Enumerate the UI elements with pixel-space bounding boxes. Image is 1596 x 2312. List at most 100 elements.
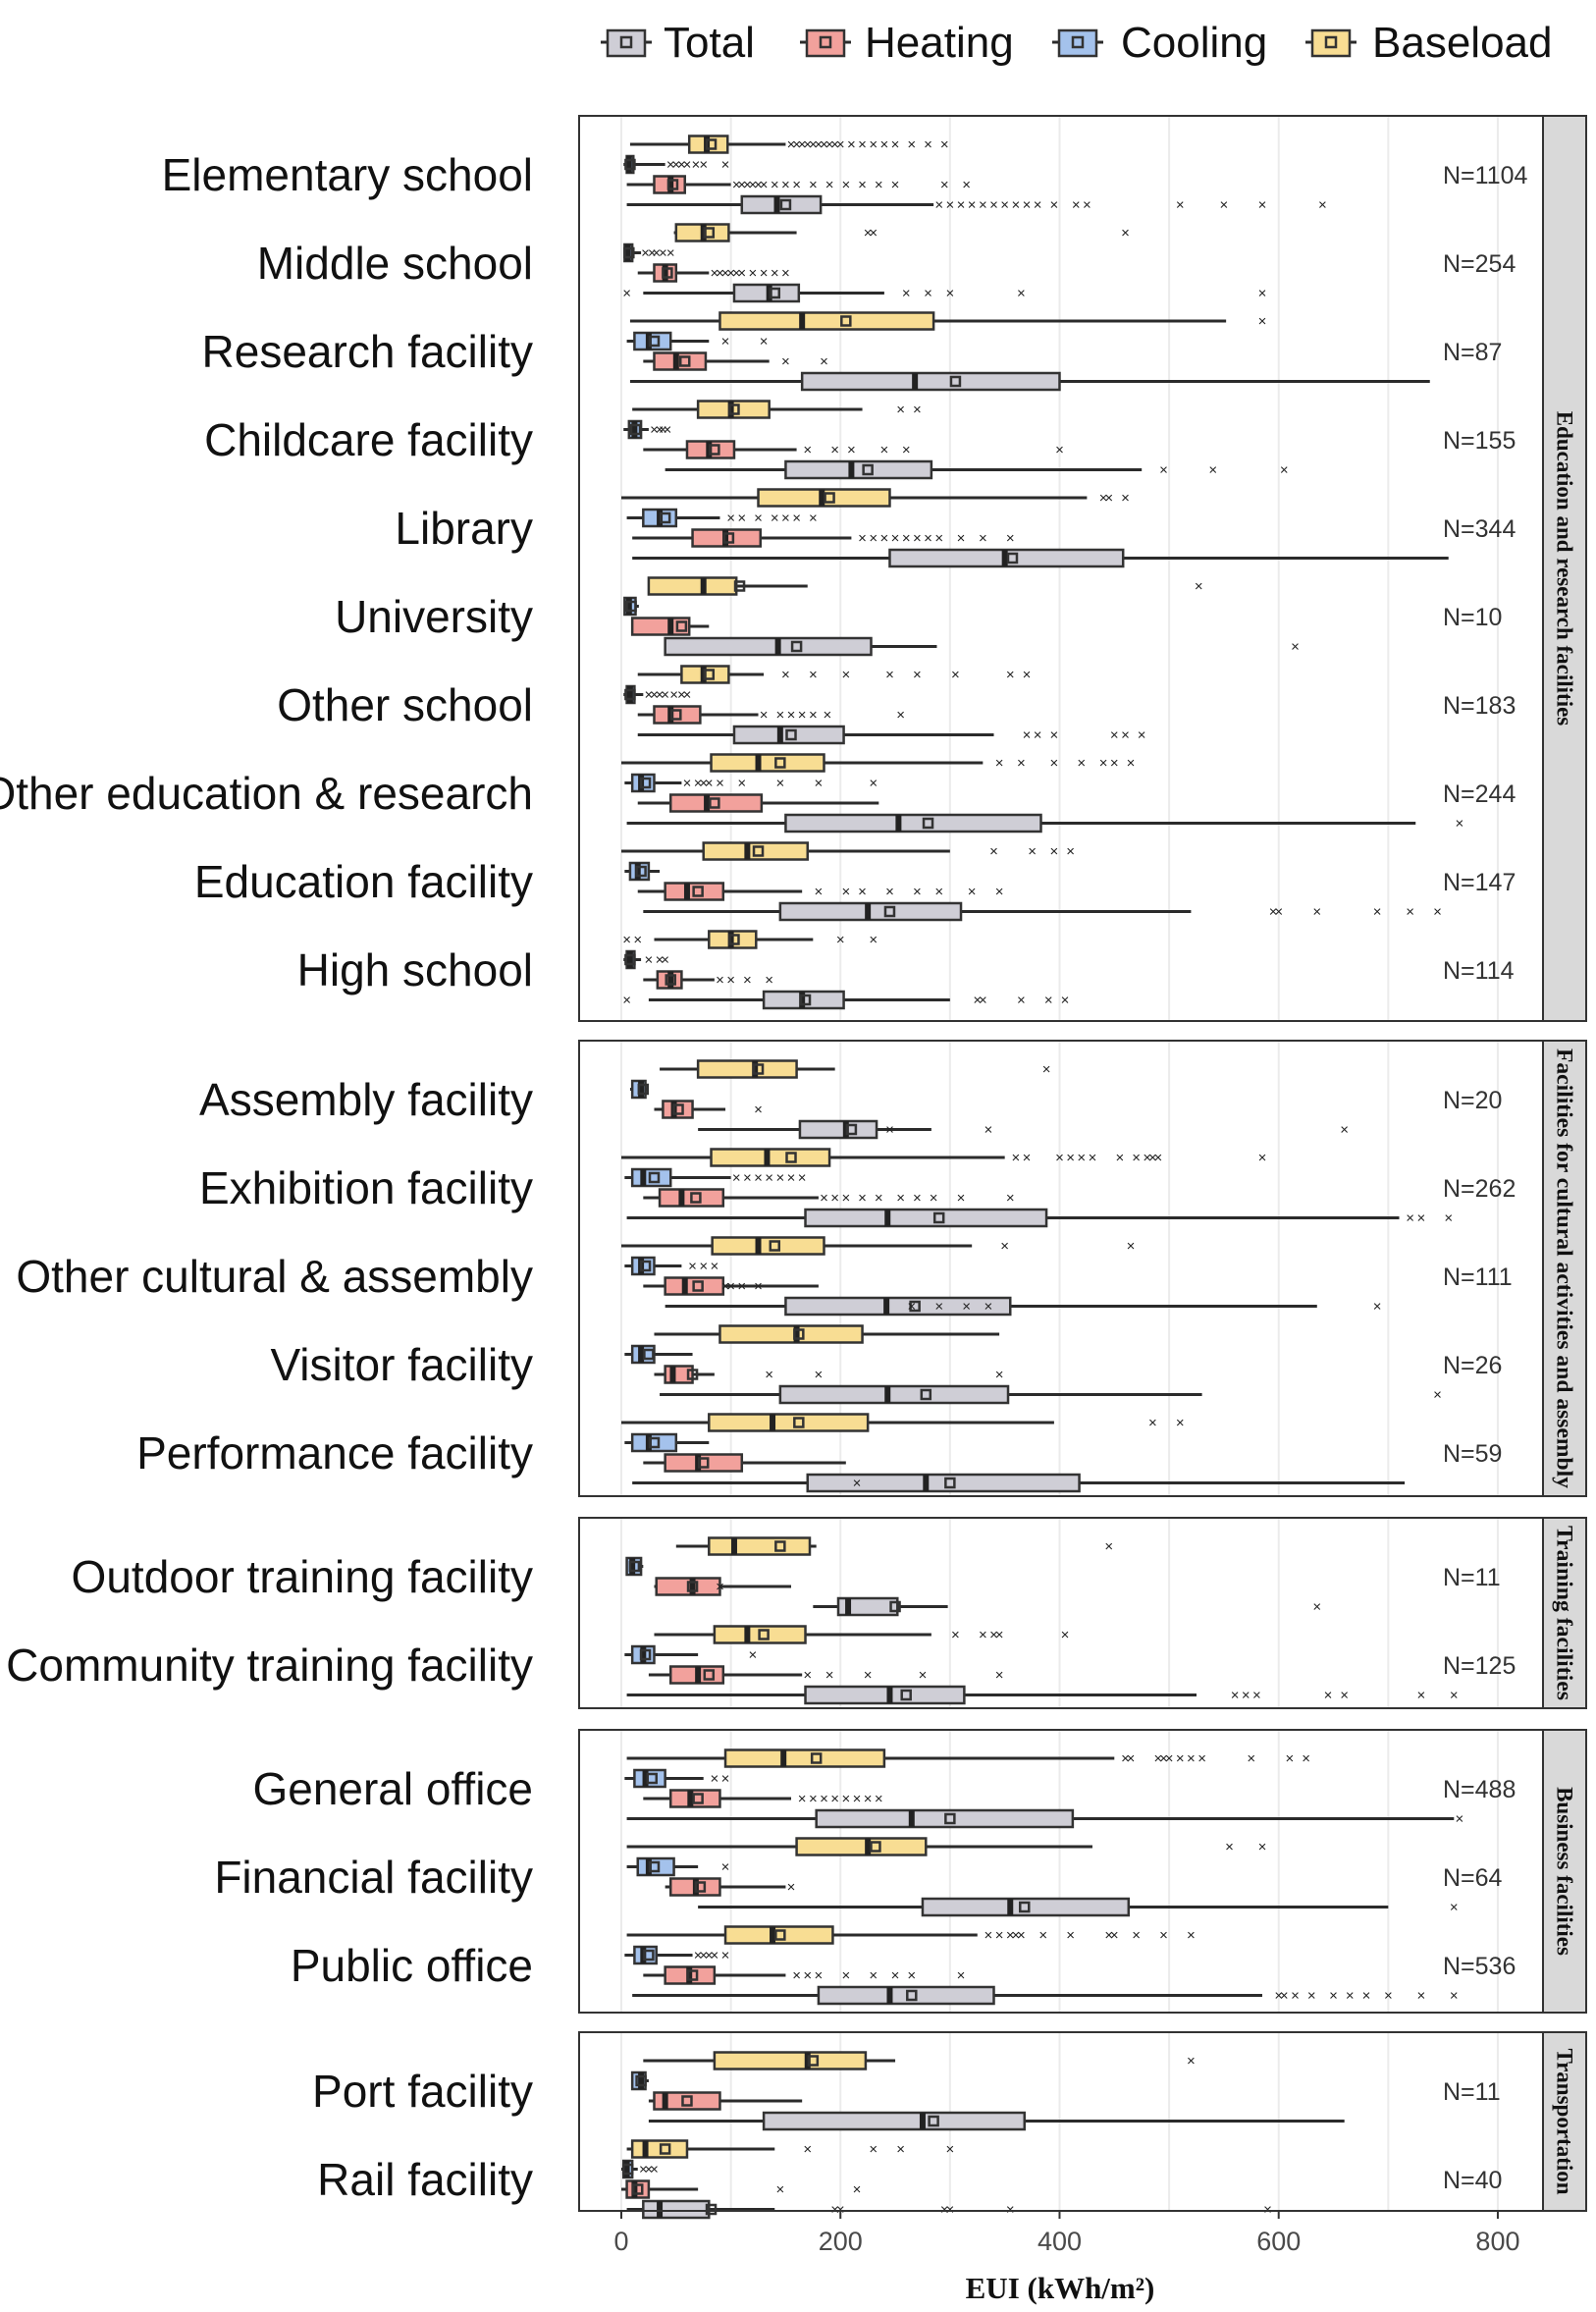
outlier-point: × (781, 667, 790, 683)
category-group: Financial facility N=64× ×××× (214, 1837, 1503, 1917)
cooling-box (629, 1079, 650, 1100)
outlier-point: × (830, 1190, 839, 1207)
outlier-point: × (1055, 442, 1064, 458)
iqr-box (625, 2179, 651, 2199)
mean-marker (906, 1989, 918, 2002)
panel-strip (1542, 1040, 1587, 1497)
outlier-point: × (825, 177, 834, 193)
outlier-point: × (648, 245, 657, 262)
outlier-point: × (1034, 727, 1042, 744)
outlier-point: × (732, 265, 741, 282)
outlier-point: × (1042, 1061, 1051, 1078)
outlier-point: × (661, 952, 669, 969)
outlier-point: × (771, 177, 779, 193)
outlier-point: × (841, 1190, 850, 1207)
outlier-point: × (732, 177, 741, 193)
outlier-point: × (645, 687, 654, 704)
total-box: ×××××× (622, 990, 1070, 1010)
outlier-point: × (1061, 993, 1070, 1009)
outlier-point: × (694, 776, 703, 792)
outlier-point: × (825, 1667, 834, 1684)
mean-marker (694, 1881, 707, 1893)
outlier-point: × (809, 511, 818, 527)
outlier-point: × (913, 1190, 922, 1207)
total-box: × × × (698, 1119, 1349, 1140)
outlier-point: × (622, 286, 631, 302)
category-label: Financial facility (214, 1852, 533, 1903)
baseload-box: ×× ××× × × × × × × (626, 1748, 1310, 1768)
sample-size-label: N=125 (1443, 1652, 1516, 1680)
outlier-point: × (803, 1967, 812, 1984)
mean-marker (678, 355, 691, 367)
outlier-point: × (913, 402, 922, 418)
outlier-point: × (869, 1967, 878, 1984)
outlier-point: × (869, 776, 878, 792)
mean-marker (703, 227, 716, 239)
outlier-point: × (995, 884, 1004, 900)
heating-box: ×××××××××× (637, 263, 790, 283)
outlier-point: × (880, 442, 889, 458)
outlier-point: × (1104, 1927, 1113, 1944)
outlier-point: × (781, 353, 790, 370)
cooling-box: × × (624, 1768, 729, 1789)
outlier-point: × (710, 1259, 718, 1275)
legend-key-mean (1071, 35, 1085, 49)
heating-box (643, 1453, 846, 1473)
total-box: × (698, 1897, 1459, 1917)
outlier-point: × (1197, 1750, 1206, 1767)
outlier-point: × (858, 177, 867, 193)
outlier-point: × (1110, 727, 1119, 744)
outlier-point: × (896, 707, 905, 724)
mean-marker (722, 532, 735, 544)
legend-item-cooling: Cooling (1052, 19, 1267, 67)
mean-marker (799, 994, 812, 1006)
outlier-point: × (1000, 1238, 1009, 1255)
outlier-point: × (1034, 197, 1042, 214)
outlier-point: × (754, 1278, 763, 1295)
mean-marker (643, 1348, 655, 1361)
category-group: General office N=488×× ××× × × × × × ×× ×× × × × × × × ×… (252, 1748, 1516, 1829)
outlier-point: × (743, 1170, 752, 1187)
outlier-point: × (995, 1627, 1004, 1643)
outlier-point: × (913, 530, 922, 547)
outlier-point: × (869, 932, 878, 948)
mean-marker (793, 1328, 805, 1340)
mean-marker (883, 905, 896, 918)
outlier-point: × (995, 1367, 1004, 1383)
outlier-point: × (622, 993, 631, 1009)
category-label: Rail facility (317, 2154, 533, 2205)
cooling-box (625, 1556, 644, 1577)
outlier-point: × (1011, 197, 1020, 214)
iqr-box (836, 1596, 899, 1617)
baseload-box: × (660, 1059, 1051, 1079)
outlier-point: × (858, 1190, 867, 1207)
heating-box: × × × × × × × (637, 705, 905, 725)
outlier-point: × (726, 511, 735, 527)
baseload-box: × × × × (626, 2139, 954, 2159)
cooling-box: ××××××× (623, 684, 691, 705)
iqr-box (630, 617, 691, 636)
mean-marker (637, 1083, 650, 1096)
outlier-point: × (1258, 286, 1267, 302)
heating-box: × × (621, 2179, 861, 2199)
sample-size-label: N=40 (1443, 2167, 1502, 2194)
outlier-point: × (645, 2162, 654, 2178)
outlier-point: × (830, 442, 839, 458)
outlier-point: × (683, 776, 692, 792)
cooling-box (624, 1344, 693, 1365)
heating-box: × × × × × × × × × × × (632, 528, 1015, 548)
mean-marker (752, 1063, 765, 1075)
iqr-box (921, 1897, 1131, 1917)
outlier-point: × (984, 1122, 993, 1139)
outlier-point: × (1285, 1750, 1294, 1767)
outlier-point: × (1176, 1415, 1185, 1431)
outlier-point: × (710, 265, 718, 282)
mean-marker (648, 1171, 661, 1184)
heating-box (630, 617, 710, 636)
sample-size-label: N=1104 (1443, 162, 1528, 189)
total-box: × × × (665, 459, 1289, 480)
outlier-point: × (781, 265, 790, 282)
outlier-point: × (940, 177, 949, 193)
outlier-point: × (979, 197, 987, 214)
